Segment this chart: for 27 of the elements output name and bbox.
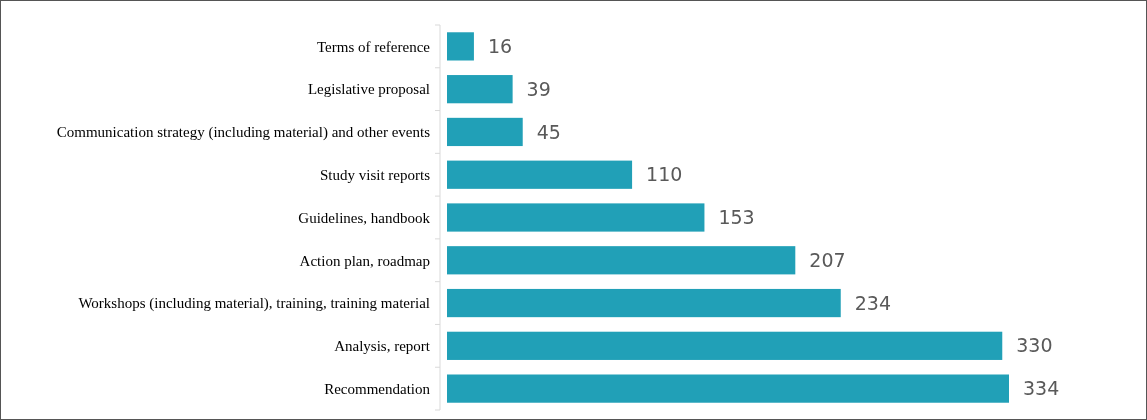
bar — [447, 117, 523, 147]
data-label: 110 — [646, 163, 683, 186]
data-label: 16 — [487, 35, 513, 58]
data-label: 330 — [1016, 334, 1053, 357]
y-tick-label: Legislative proposal — [307, 81, 430, 98]
y-tick-label: Recommendation — [324, 380, 431, 397]
data-label: 153 — [718, 206, 755, 229]
data-label: 334 — [1023, 377, 1060, 400]
bar — [447, 374, 1009, 403]
y-tick-label: Guidelines, handbook — [298, 209, 431, 226]
bar — [447, 331, 1003, 360]
y-tick-label: Workshops (including material), training, training material — [78, 295, 430, 313]
bar — [447, 288, 841, 318]
bar — [447, 75, 513, 104]
data-label: 234 — [854, 291, 891, 314]
bar — [447, 32, 474, 61]
data-label: 39 — [526, 77, 551, 100]
bar — [447, 203, 705, 232]
y-tick-label: Terms of reference — [316, 38, 431, 55]
data-label: 207 — [809, 248, 846, 271]
y-tick-label: Communication strategy (including material) and other events — [56, 124, 431, 142]
bar — [447, 160, 633, 189]
bar — [447, 246, 796, 275]
y-tick-label: Study visit reports — [319, 166, 431, 183]
data-label: 45 — [536, 120, 561, 143]
y-tick-label: Action plan, roadmap — [299, 252, 430, 269]
y-tick-label: Analysis, report — [334, 338, 431, 355]
